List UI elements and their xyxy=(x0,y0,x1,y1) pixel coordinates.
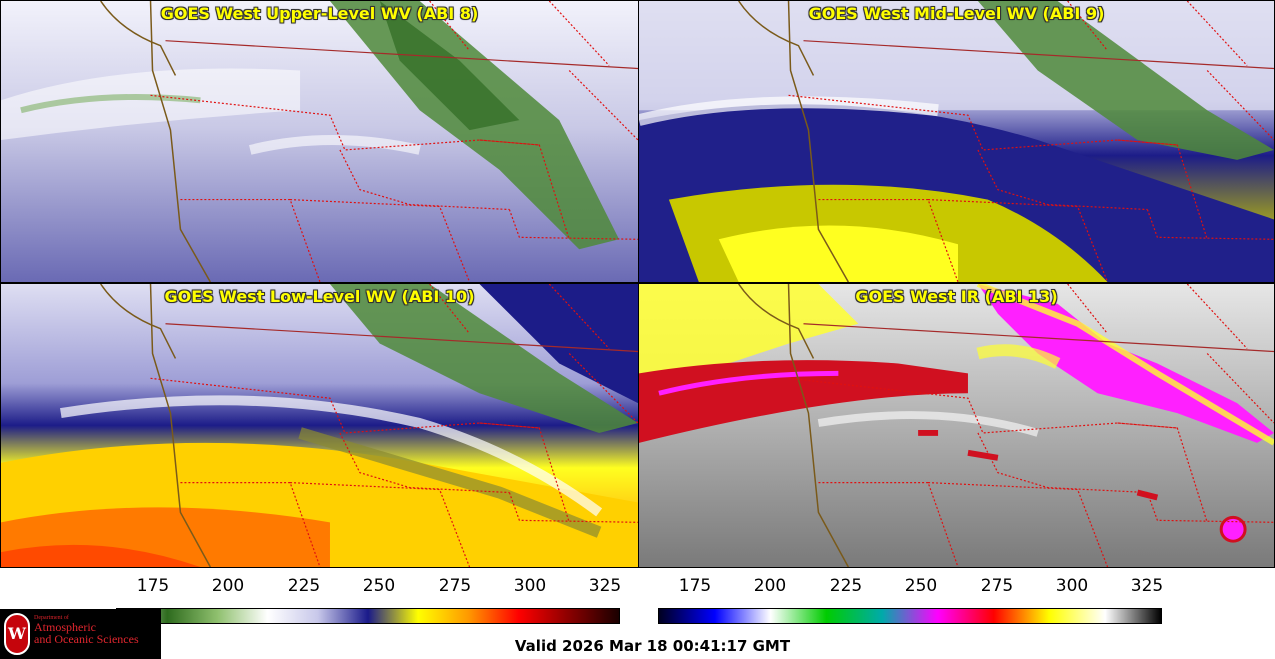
logo-line-2: Atmospheric xyxy=(34,620,96,634)
panel-title: GOES West Mid-Level WV (ABI 9) xyxy=(808,4,1105,23)
panel-upper-level-wv: GOES West Upper-Level WV (ABI 8) xyxy=(0,0,639,283)
logo-line-3: and Oceanic Sciences xyxy=(34,632,139,646)
satellite-image-mid xyxy=(639,1,1274,282)
tick-label: 175 xyxy=(678,576,712,596)
uw-crest-icon: W xyxy=(4,613,30,655)
panel-title: GOES West Upper-Level WV (ABI 8) xyxy=(160,4,479,23)
wv-colorbar-ticks: 175 200 225 250 275 300 325 xyxy=(116,576,622,600)
tick-label: 175 xyxy=(136,576,170,596)
logo-line-1: Department of xyxy=(34,615,69,621)
satellite-image-low xyxy=(1,284,638,567)
panel-low-level-wv: GOES West Low-Level WV (ABI 10) xyxy=(0,283,639,568)
tick-label: 325 xyxy=(1130,576,1164,596)
panel-mid-level-wv: GOES West Mid-Level WV (ABI 9) xyxy=(638,0,1275,283)
tick-label: 200 xyxy=(753,576,787,596)
tick-label: 300 xyxy=(1055,576,1089,596)
satellite-image-upper xyxy=(1,1,638,282)
tick-label: 250 xyxy=(362,576,396,596)
ir-colorbar xyxy=(658,608,1162,624)
tick-label: 250 xyxy=(904,576,938,596)
panel-title: GOES West IR (ABI 13) xyxy=(855,287,1058,306)
tick-label: 325 xyxy=(588,576,622,596)
tick-label: 200 xyxy=(211,576,245,596)
wv-colorbar xyxy=(116,608,620,624)
valid-time: Valid 2026 Mar 18 00:41:17 GMT xyxy=(514,637,791,655)
tick-label: 225 xyxy=(287,576,321,596)
ir-colorbar-ticks: 175 200 225 250 275 300 325 xyxy=(658,576,1164,600)
panel-ir: GOES West IR (ABI 13) xyxy=(638,283,1275,568)
tick-label: 275 xyxy=(980,576,1014,596)
aos-logo: W Department of Atmospheric and Oceanic … xyxy=(0,609,161,659)
satellite-image-ir xyxy=(639,284,1274,567)
tick-label: 225 xyxy=(829,576,863,596)
logo-text: Department of Atmospheric and Oceanic Sc… xyxy=(34,615,139,645)
tick-label: 275 xyxy=(438,576,472,596)
tick-label: 300 xyxy=(513,576,547,596)
panel-title: GOES West Low-Level WV (ABI 10) xyxy=(164,287,475,306)
